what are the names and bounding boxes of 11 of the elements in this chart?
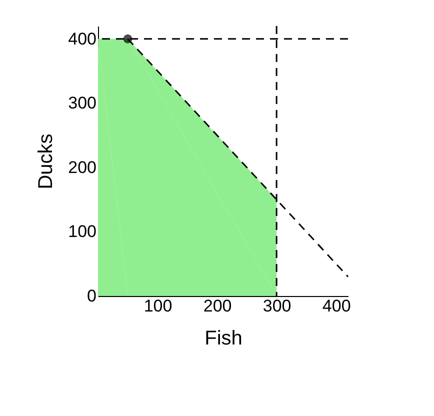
x-tick-label: 300	[262, 296, 292, 316]
y-tick-label: 300	[68, 94, 96, 113]
x-tick-label: 200	[203, 296, 232, 316]
y-tick-label: 400	[68, 29, 96, 48]
y-tick-label: 0	[87, 286, 96, 306]
y-tick-label: 200	[68, 158, 96, 177]
y-axis-title: Ducks	[35, 134, 58, 190]
x-axis-title: Fish	[204, 328, 242, 350]
y-tick-label: 100	[68, 222, 96, 242]
x-tick-label: 100	[144, 296, 172, 316]
x-tick-label: 400	[322, 296, 351, 316]
